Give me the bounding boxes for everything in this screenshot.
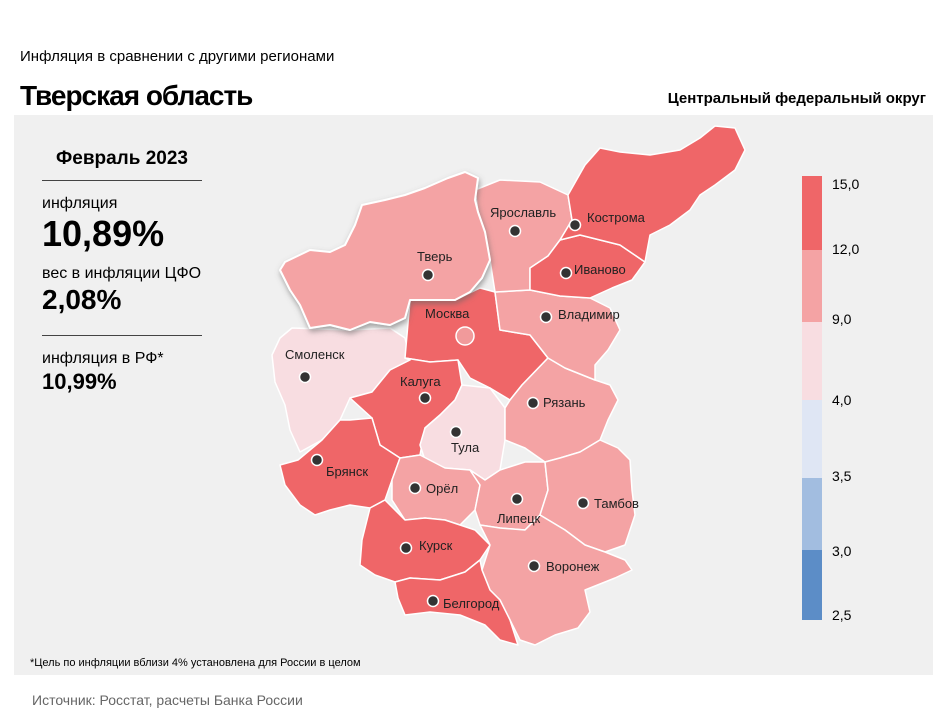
city-marker[interactable] xyxy=(310,453,324,467)
city-marker[interactable] xyxy=(510,492,524,506)
city-label: Брянск xyxy=(326,464,368,479)
legend-tick: 9,0 xyxy=(832,311,852,327)
city-label: Калуга xyxy=(400,374,441,389)
region-title: Тверская область xyxy=(20,80,253,111)
city-label: Орёл xyxy=(426,481,458,496)
legend-cell xyxy=(802,478,822,550)
city-label: Кострома xyxy=(587,210,646,225)
legend-tick: 3,5 xyxy=(832,468,852,484)
city-marker[interactable] xyxy=(298,370,312,384)
city-marker[interactable] xyxy=(408,481,422,495)
city-marker[interactable] xyxy=(399,541,413,555)
city-label: Курск xyxy=(419,538,453,553)
city-label: Рязань xyxy=(543,395,586,410)
city-label: Владимир xyxy=(558,307,620,322)
city-label: Москва xyxy=(425,306,470,321)
legend-cell xyxy=(802,250,822,322)
inflation-value: 10,89% xyxy=(42,213,165,254)
city-marker[interactable] xyxy=(559,266,573,280)
city-marker[interactable] xyxy=(539,310,553,324)
city-marker[interactable] xyxy=(426,594,440,608)
legend-tick: 12,0 xyxy=(832,241,860,257)
district-label: Центральный федеральный округ xyxy=(667,90,926,107)
city-marker[interactable] xyxy=(421,268,435,282)
city-marker[interactable] xyxy=(418,391,432,405)
city-label: Тула xyxy=(451,440,480,455)
city-marker[interactable] xyxy=(576,496,590,510)
legend-tick: 2,5 xyxy=(832,607,852,623)
city-marker[interactable] xyxy=(449,425,463,439)
city-label: Тверь xyxy=(417,249,453,264)
legend-cell xyxy=(802,550,822,620)
legend-tick: 4,0 xyxy=(832,392,852,408)
city-label: Воронеж xyxy=(546,559,600,574)
source-note: Источник: Росстат, расчеты Банка России xyxy=(32,692,303,708)
color-legend xyxy=(802,176,822,620)
city-label: Тамбов xyxy=(594,496,639,511)
legend-tick: 3,0 xyxy=(832,543,852,559)
rf-inflation-value: 10,99% xyxy=(42,369,117,394)
stats-block: Февраль 2023 инфляция 10,89% вес в инфля… xyxy=(42,148,202,396)
city-marker[interactable] xyxy=(527,559,541,573)
legend-cell xyxy=(802,400,822,478)
region-belgorod[interactable] xyxy=(394,559,519,646)
chart-subtitle: Инфляция в сравнении с другими регионами xyxy=(20,48,335,65)
stats-divider xyxy=(42,335,202,336)
legend-cell xyxy=(802,176,822,250)
footnote: *Цель по инфляции вблизи 4% установлена … xyxy=(30,657,361,669)
moscow-city-marker[interactable] xyxy=(455,326,475,346)
weight-value: 2,08% xyxy=(42,284,122,315)
region-kostroma[interactable] xyxy=(559,125,746,263)
legend-cell xyxy=(802,322,822,400)
region-tver[interactable] xyxy=(279,171,491,331)
inflation-label: инфляция xyxy=(42,195,118,212)
period-label: Февраль 2023 xyxy=(42,148,202,181)
city-label: Иваново xyxy=(574,262,626,277)
city-marker[interactable] xyxy=(568,218,582,232)
region-bryansk[interactable] xyxy=(279,417,401,516)
rf-inflation-label: инфляция в РФ* xyxy=(42,350,164,367)
city-label: Белгород xyxy=(443,596,500,611)
city-label: Липецк xyxy=(497,511,541,526)
weight-label: вес в инфляции ЦФО xyxy=(42,265,202,282)
city-label: Ярославль xyxy=(490,205,556,220)
city-marker[interactable] xyxy=(508,224,522,238)
legend-tick: 15,0 xyxy=(832,176,860,192)
city-marker[interactable] xyxy=(526,396,540,410)
city-label: Смоленск xyxy=(285,347,345,362)
